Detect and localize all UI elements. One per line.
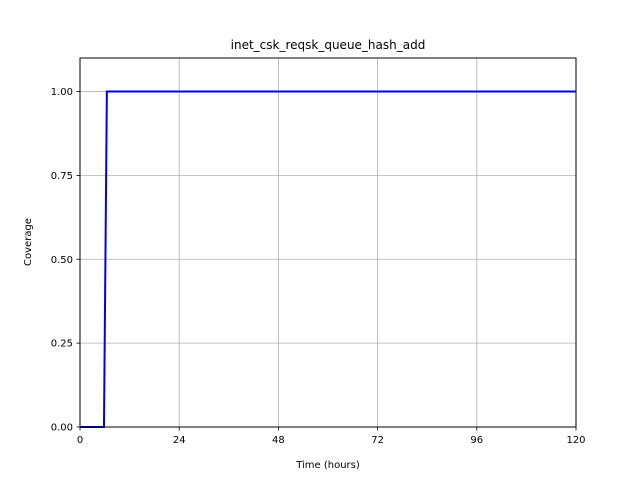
chart-title: inet_csk_reqsk_queue_hash_add	[231, 38, 426, 52]
x-tick-label: 72	[371, 435, 384, 446]
y-tick-label: 1.00	[51, 87, 73, 98]
y-axis-label: Coverage	[23, 218, 34, 266]
y-tick-label: 0.00	[51, 423, 73, 434]
x-tick-label: 120	[566, 435, 585, 446]
x-axis-label: Time (hours)	[295, 460, 360, 471]
x-tick-label: 24	[173, 435, 186, 446]
x-tick-label: 96	[470, 435, 483, 446]
y-tick-label: 0.75	[51, 171, 73, 182]
plot-frame	[79, 57, 577, 428]
ticks: 0 24 48 72 96 120 0.00 0.25 0.50 0.75 1.00	[51, 87, 586, 446]
x-tick-label: 0	[77, 435, 83, 446]
x-tick-label: 48	[272, 435, 285, 446]
y-tick-label: 0.25	[51, 339, 73, 350]
y-tick-label: 0.50	[51, 255, 73, 266]
